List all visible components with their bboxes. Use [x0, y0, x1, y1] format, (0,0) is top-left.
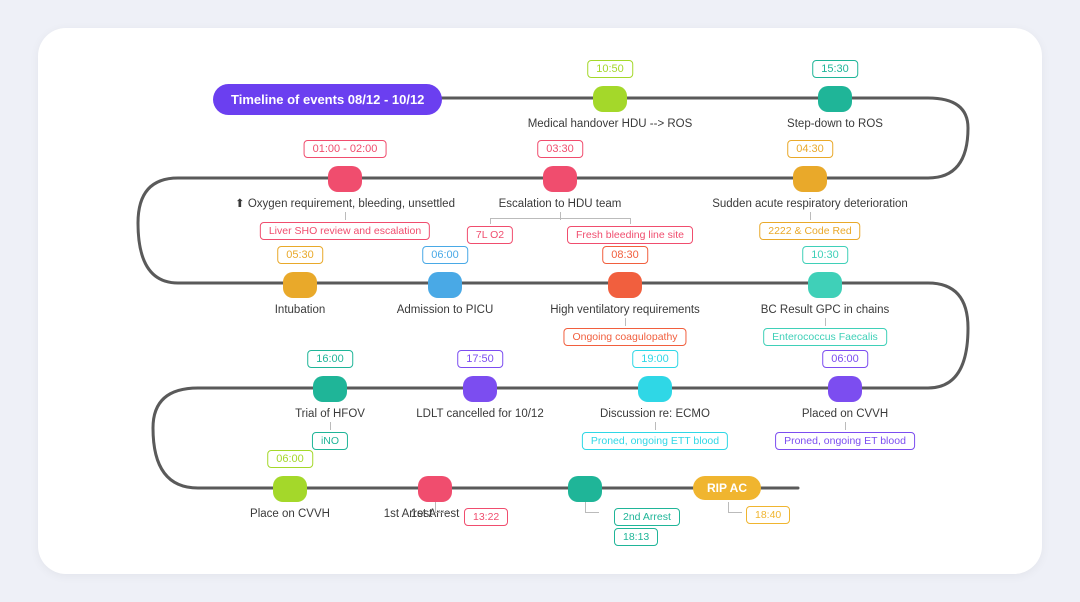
- side-sub-n15-0: 13:22: [464, 508, 508, 526]
- label-n14: Place on CVVH: [250, 508, 330, 522]
- connector-n8: [625, 318, 627, 326]
- sub-n9-0: Enterococcus Faecalis: [763, 328, 887, 346]
- rip-sub: 18:40: [746, 506, 790, 524]
- time-n12: 19:00: [632, 350, 678, 368]
- connector-n12: [655, 422, 657, 430]
- time-n5: 04:30: [787, 140, 833, 158]
- side-conn-v-n15: [435, 502, 437, 512]
- event-node-n16: [568, 476, 602, 502]
- label-n4: Escalation to HDU team: [499, 198, 622, 212]
- event-node-n2: [818, 86, 852, 112]
- label-n11: LDLT cancelled for 10/12: [416, 408, 543, 422]
- rip-pill: RIP AC: [693, 476, 761, 500]
- time-n7: 06:00: [422, 246, 468, 264]
- time-n10: 16:00: [307, 350, 353, 368]
- sub-n4-1: Fresh bleeding line site: [567, 226, 693, 244]
- side-conn-h-n15: [435, 512, 449, 514]
- sub-n5-0: 2222 & Code Red: [759, 222, 860, 240]
- side-conn-h-n16: [585, 512, 599, 514]
- label-n9: BC Result GPC in chains: [761, 304, 889, 318]
- time-n9: 10:30: [802, 246, 848, 264]
- bracket-l-n4: [490, 218, 492, 224]
- event-node-n4: [543, 166, 577, 192]
- event-node-n13: [828, 376, 862, 402]
- connector-n9: [825, 318, 827, 326]
- label-n7: Admission to PICU: [397, 304, 494, 318]
- event-node-n1: [593, 86, 627, 112]
- label-n10: Trial of HFOV: [295, 408, 365, 422]
- connector-n13: [845, 422, 847, 430]
- diagram-card: Timeline of events 08/12 - 10/12 10:50 Med…: [38, 28, 1042, 574]
- side-conn-v-n16: [585, 502, 587, 512]
- bracket-n4: [490, 218, 630, 220]
- event-node-n8: [608, 272, 642, 298]
- time-n6: 05:30: [277, 246, 323, 264]
- connector-n3: [345, 212, 347, 220]
- label-n15: 1st Arrest: [384, 508, 433, 522]
- event-node-n7: [428, 272, 462, 298]
- serpentine-path: [38, 28, 1042, 574]
- time-n8: 08:30: [602, 246, 648, 264]
- rip-conn-v: [728, 502, 730, 512]
- event-node-n9: [808, 272, 842, 298]
- event-node-n6: [283, 272, 317, 298]
- sub-n3-0: Liver SHO review and escalation: [260, 222, 430, 240]
- bracket-r-n4: [630, 218, 632, 224]
- sub-n8-0: Ongoing coagulopathy: [563, 328, 686, 346]
- label-n5: Sudden acute respiratory deterioration: [712, 198, 908, 212]
- event-node-n12: [638, 376, 672, 402]
- event-node-n15: [418, 476, 452, 502]
- title-pill: Timeline of events 08/12 - 10/12: [213, 84, 442, 115]
- label-n13: Placed on CVVH: [802, 408, 888, 422]
- sub-n10-0: iNO: [312, 432, 348, 450]
- event-node-n11: [463, 376, 497, 402]
- time-n14: 06:00: [267, 450, 313, 468]
- connector-n5: [810, 212, 812, 220]
- side-sub-n16-1: 18:13: [614, 528, 658, 546]
- event-node-n10: [313, 376, 347, 402]
- label-n6: Intubation: [275, 304, 326, 318]
- event-node-n3: [328, 166, 362, 192]
- label-n1: Medical handover HDU --> ROS: [528, 118, 693, 132]
- label-n12: Discussion re: ECMO: [600, 408, 710, 422]
- label-n8: High ventilatory requirements: [550, 304, 700, 318]
- time-n3: 01:00 - 02:00: [304, 140, 387, 158]
- event-node-n14: [273, 476, 307, 502]
- rip-conn-h: [728, 512, 742, 514]
- time-n4: 03:30: [537, 140, 583, 158]
- label-n3: ⬆ Oxygen requirement, bleeding, unsettle…: [235, 198, 455, 212]
- sub-n13-0: Proned, ongoing ET blood: [775, 432, 915, 450]
- side-sub-n16-0: 2nd Arrest: [614, 508, 680, 526]
- label-n2: Step-down to ROS: [787, 118, 883, 132]
- event-node-n5: [793, 166, 827, 192]
- sub-n12-0: Proned, ongoing ETT blood: [582, 432, 728, 450]
- sub-n4-0: 7L O2: [467, 226, 513, 244]
- time-n2: 15:30: [812, 60, 858, 78]
- time-n1: 10:50: [587, 60, 633, 78]
- connector-n10: [330, 422, 332, 430]
- time-n13: 06:00: [822, 350, 868, 368]
- time-n11: 17:50: [457, 350, 503, 368]
